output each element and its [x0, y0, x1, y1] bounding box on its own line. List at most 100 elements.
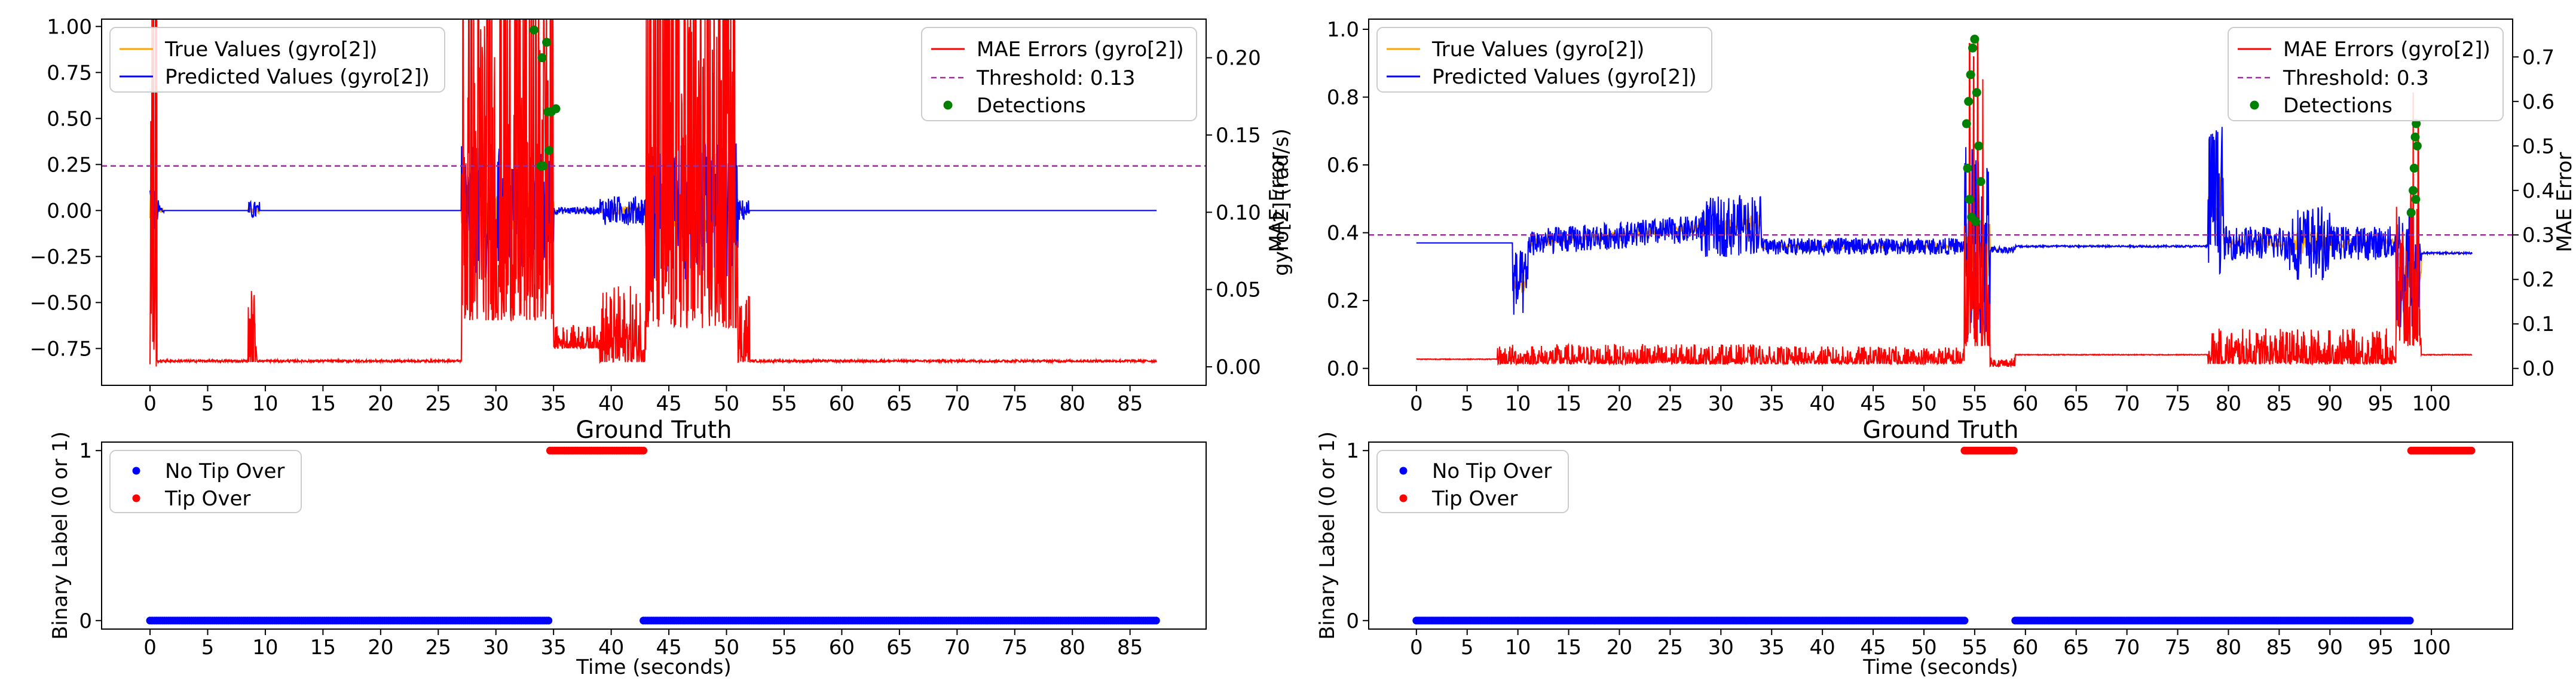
bottom-xtick-label: 0: [1410, 636, 1423, 660]
bottom-axes-frame: [1368, 441, 2513, 630]
top-xtick-label: 75: [2165, 392, 2190, 416]
y-tick-label: 0.8: [1327, 86, 1359, 110]
top-xtick-label: 65: [2063, 392, 2089, 416]
mae-errors-line: [149, 19, 1157, 367]
detection-point: [1962, 119, 1971, 128]
detection-point: [1971, 217, 1981, 226]
y2-tick-label: 0.10: [1216, 201, 1261, 225]
detection-point: [2409, 164, 2419, 173]
bottom-xtick-label: 45: [656, 636, 681, 660]
y2-tick-label: 0.7: [2522, 45, 2554, 69]
legend-box: [109, 450, 302, 513]
bottom-xtick-label: 5: [201, 636, 215, 660]
top-axes-frame: [1368, 19, 2513, 386]
legend-detections-marker: [2250, 100, 2259, 110]
y2-axis-label: MAE Error: [1265, 152, 1289, 253]
y-tick-label: −0.50: [30, 291, 92, 315]
bottom-xtick-label: 15: [1556, 636, 1581, 660]
legend-right-box: [2228, 27, 2504, 121]
detection-point: [529, 25, 539, 35]
y2-tick-label: 0.20: [1216, 47, 1261, 70]
detection-point: [539, 161, 548, 171]
bottom-xtick-label: 75: [1002, 636, 1027, 660]
no-tip-over-point: [1960, 617, 1969, 625]
bottom-xtick-label: 45: [1860, 636, 1886, 660]
bottom-xtick-label: 70: [2114, 636, 2140, 660]
bottom-xtick-label: 35: [541, 636, 567, 660]
top-xtick-label: 35: [541, 392, 567, 416]
bottom-xtick-label: 90: [2317, 636, 2343, 660]
y2-axis-label: MAE Error: [2553, 152, 2576, 253]
legend-tip-marker: [1399, 494, 1408, 502]
bottom-xtick-label: 40: [1810, 636, 1835, 660]
detection-point: [1970, 35, 1980, 44]
y-axis-label: Binary Label (0 or 1): [48, 431, 72, 640]
y-axis-label: Binary Label (0 or 1): [1315, 431, 1339, 640]
top-xtick-label: 40: [598, 392, 624, 416]
y2-tick-label: 0.4: [2522, 179, 2554, 203]
y-tick-label: 0.2: [1327, 289, 1359, 313]
y2-tick-label: 0.0: [2522, 357, 2554, 381]
detection-point: [2412, 119, 2421, 128]
y-tick-label: 0.6: [1327, 154, 1359, 177]
top-axes-frame: [101, 19, 1207, 386]
detection-point: [1972, 88, 1981, 97]
legend-no-tip-marker: [132, 467, 140, 475]
top-xtick-label: 15: [310, 392, 336, 416]
bottom-xtick-label: 40: [598, 636, 624, 660]
bottom-xtick-label: 85: [2266, 636, 2292, 660]
legend-detections-label: Detections: [977, 94, 1086, 118]
top-xtick-label: 25: [1657, 392, 1683, 416]
bottom-xtick-label: 15: [310, 636, 336, 660]
legend-true-label: True Values (gyro[2]): [1431, 38, 1644, 62]
predicted-values-line: [1416, 127, 2473, 339]
legend: No Tip Over Tip Over: [109, 450, 302, 513]
legend-threshold-label: Threshold: 0.3: [2283, 66, 2429, 90]
bottom-xtick-label: 10: [1505, 636, 1531, 660]
no-tip-over-point: [1152, 617, 1160, 625]
top-xtick-label: 60: [829, 392, 855, 416]
bottom-xtick-label: 10: [252, 636, 278, 660]
top-xtick-label: 45: [1860, 392, 1886, 416]
y-tick-label: −0.75: [30, 337, 92, 361]
bottom-xtick-label: 55: [771, 636, 797, 660]
y-tick-label: 1: [1346, 439, 1359, 463]
bottom-xtick-label: 25: [1657, 636, 1683, 660]
y2-tick-label: 0.00: [1216, 355, 1261, 379]
top-xtick-label: 30: [1708, 392, 1734, 416]
bottom-xtick-label: 80: [1060, 636, 1085, 660]
legend-true-label: True Values (gyro[2]): [164, 38, 377, 62]
bottom-xtick-label: 20: [368, 636, 393, 660]
y-tick-label: −0.25: [30, 245, 92, 269]
top-xtick-label: 0: [1410, 392, 1423, 416]
legend-no-tip-label: No Tip Over: [1432, 459, 1552, 483]
plot-area: [1369, 35, 2513, 368]
top-xtick-label: 75: [1002, 392, 1027, 416]
chart-title: Ground Truth: [576, 416, 732, 444]
legend-pred-label: Predicted Values (gyro[2]): [1432, 65, 1697, 89]
legend-right: MAE Errors (gyro[2]) Threshold: 0.13 Detec…: [921, 27, 1197, 121]
y2-tick-label: 0.15: [1216, 124, 1261, 148]
bottom-xtick-label: 80: [2216, 636, 2241, 660]
bottom-xtick-label: 60: [2012, 636, 2038, 660]
legend-right-box: [921, 27, 1197, 121]
detection-point: [1964, 97, 1974, 106]
detection-point: [1965, 195, 1974, 204]
top-xtick-label: 20: [368, 392, 393, 416]
detection-point: [1968, 43, 1977, 53]
top-xtick-label: 85: [2266, 392, 2292, 416]
y-tick-label: 1.00: [47, 15, 92, 39]
y-tick-label: 0.4: [1327, 222, 1359, 246]
bottom-xtick-label: 50: [1911, 636, 1936, 660]
legend-detections-label: Detections: [2283, 94, 2393, 118]
legend-mae-label: MAE Errors (gyro[2]): [977, 38, 1184, 62]
top-xtick-label: 0: [143, 392, 157, 416]
chart-title: Ground Truth: [1862, 416, 2018, 444]
bottom-xtick-label: 65: [886, 636, 912, 660]
y-tick-label: 0.75: [47, 61, 92, 85]
detection-point: [1966, 70, 1975, 79]
legend-detections-marker: [943, 100, 953, 110]
top-xtick-label: 20: [1607, 392, 1632, 416]
y2-tick-label: 0.05: [1216, 278, 1261, 302]
